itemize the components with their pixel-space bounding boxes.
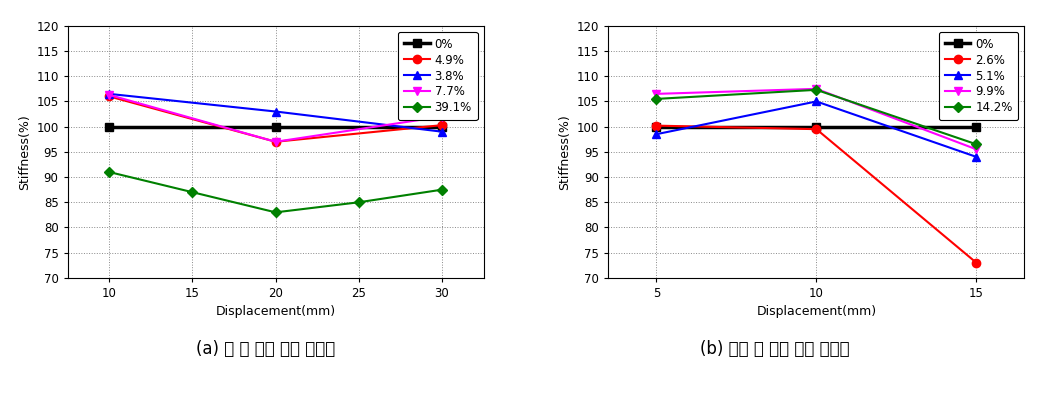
7.7% <box>436 114 448 119</box>
Line: 3.8%: 3.8% <box>105 90 446 136</box>
39.1% <box>103 170 115 174</box>
14.2% <box>650 96 662 101</box>
Line: 7.7%: 7.7% <box>105 91 446 146</box>
3.8% <box>269 109 282 114</box>
3.8% <box>436 129 448 134</box>
9.9% <box>650 91 662 96</box>
9.9% <box>970 147 983 152</box>
Line: 0%: 0% <box>105 123 446 131</box>
0% <box>269 124 282 129</box>
14.2% <box>970 142 983 146</box>
Line: 4.9%: 4.9% <box>105 92 446 146</box>
Line: 14.2%: 14.2% <box>653 87 980 148</box>
5.1% <box>650 132 662 137</box>
Line: 9.9%: 9.9% <box>652 85 981 154</box>
0% <box>810 124 823 129</box>
0% <box>650 124 662 129</box>
X-axis label: Displacement(mm): Displacement(mm) <box>215 305 336 318</box>
Line: 2.6%: 2.6% <box>652 121 981 267</box>
5.1% <box>810 99 823 104</box>
39.1% <box>436 187 448 192</box>
4.9% <box>436 123 448 127</box>
39.1% <box>353 200 365 205</box>
0% <box>436 124 448 129</box>
5.1% <box>970 154 983 159</box>
Line: 0%: 0% <box>652 123 981 131</box>
7.7% <box>269 139 282 144</box>
Legend: 0%, 4.9%, 3.8%, 7.7%, 39.1%: 0%, 4.9%, 3.8%, 7.7%, 39.1% <box>398 32 477 120</box>
9.9% <box>810 87 823 91</box>
4.9% <box>103 94 115 99</box>
Text: (b) 전단 보 강성 비교 그래프: (b) 전단 보 강성 비교 그래프 <box>700 340 850 358</box>
2.6% <box>970 260 983 265</box>
Text: (a) 휘 보 강성 비교 그래프: (a) 휘 보 강성 비교 그래프 <box>196 340 335 358</box>
0% <box>103 124 115 129</box>
2.6% <box>650 123 662 128</box>
7.7% <box>103 93 115 97</box>
39.1% <box>186 190 199 195</box>
3.8% <box>103 91 115 96</box>
39.1% <box>269 210 282 215</box>
4.9% <box>269 139 282 144</box>
Y-axis label: Stiffness(%): Stiffness(%) <box>558 114 571 190</box>
Line: 5.1%: 5.1% <box>652 97 981 161</box>
Line: 39.1%: 39.1% <box>106 169 445 216</box>
Y-axis label: Stiffness(%): Stiffness(%) <box>18 114 30 190</box>
X-axis label: Displacement(mm): Displacement(mm) <box>756 305 877 318</box>
14.2% <box>810 87 823 92</box>
0% <box>970 124 983 129</box>
Legend: 0%, 2.6%, 5.1%, 9.9%, 14.2%: 0%, 2.6%, 5.1%, 9.9%, 14.2% <box>939 32 1018 120</box>
2.6% <box>810 127 823 131</box>
